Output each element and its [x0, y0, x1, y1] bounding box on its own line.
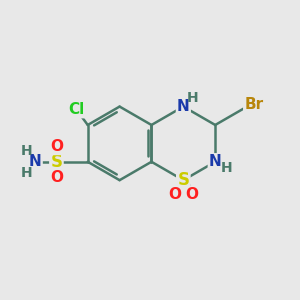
Text: Br: Br: [244, 97, 263, 112]
Text: O: O: [169, 187, 182, 202]
Text: Cl: Cl: [68, 102, 85, 117]
Text: S: S: [50, 153, 62, 171]
Text: N: N: [177, 99, 190, 114]
Text: S: S: [177, 171, 189, 189]
Text: N: N: [209, 154, 222, 169]
Text: H: H: [21, 166, 33, 180]
Text: H: H: [187, 91, 199, 105]
Text: H: H: [21, 144, 33, 158]
Text: O: O: [50, 139, 63, 154]
Text: O: O: [185, 187, 198, 202]
Text: N: N: [29, 154, 42, 169]
Text: O: O: [50, 169, 63, 184]
Text: H: H: [221, 161, 233, 175]
